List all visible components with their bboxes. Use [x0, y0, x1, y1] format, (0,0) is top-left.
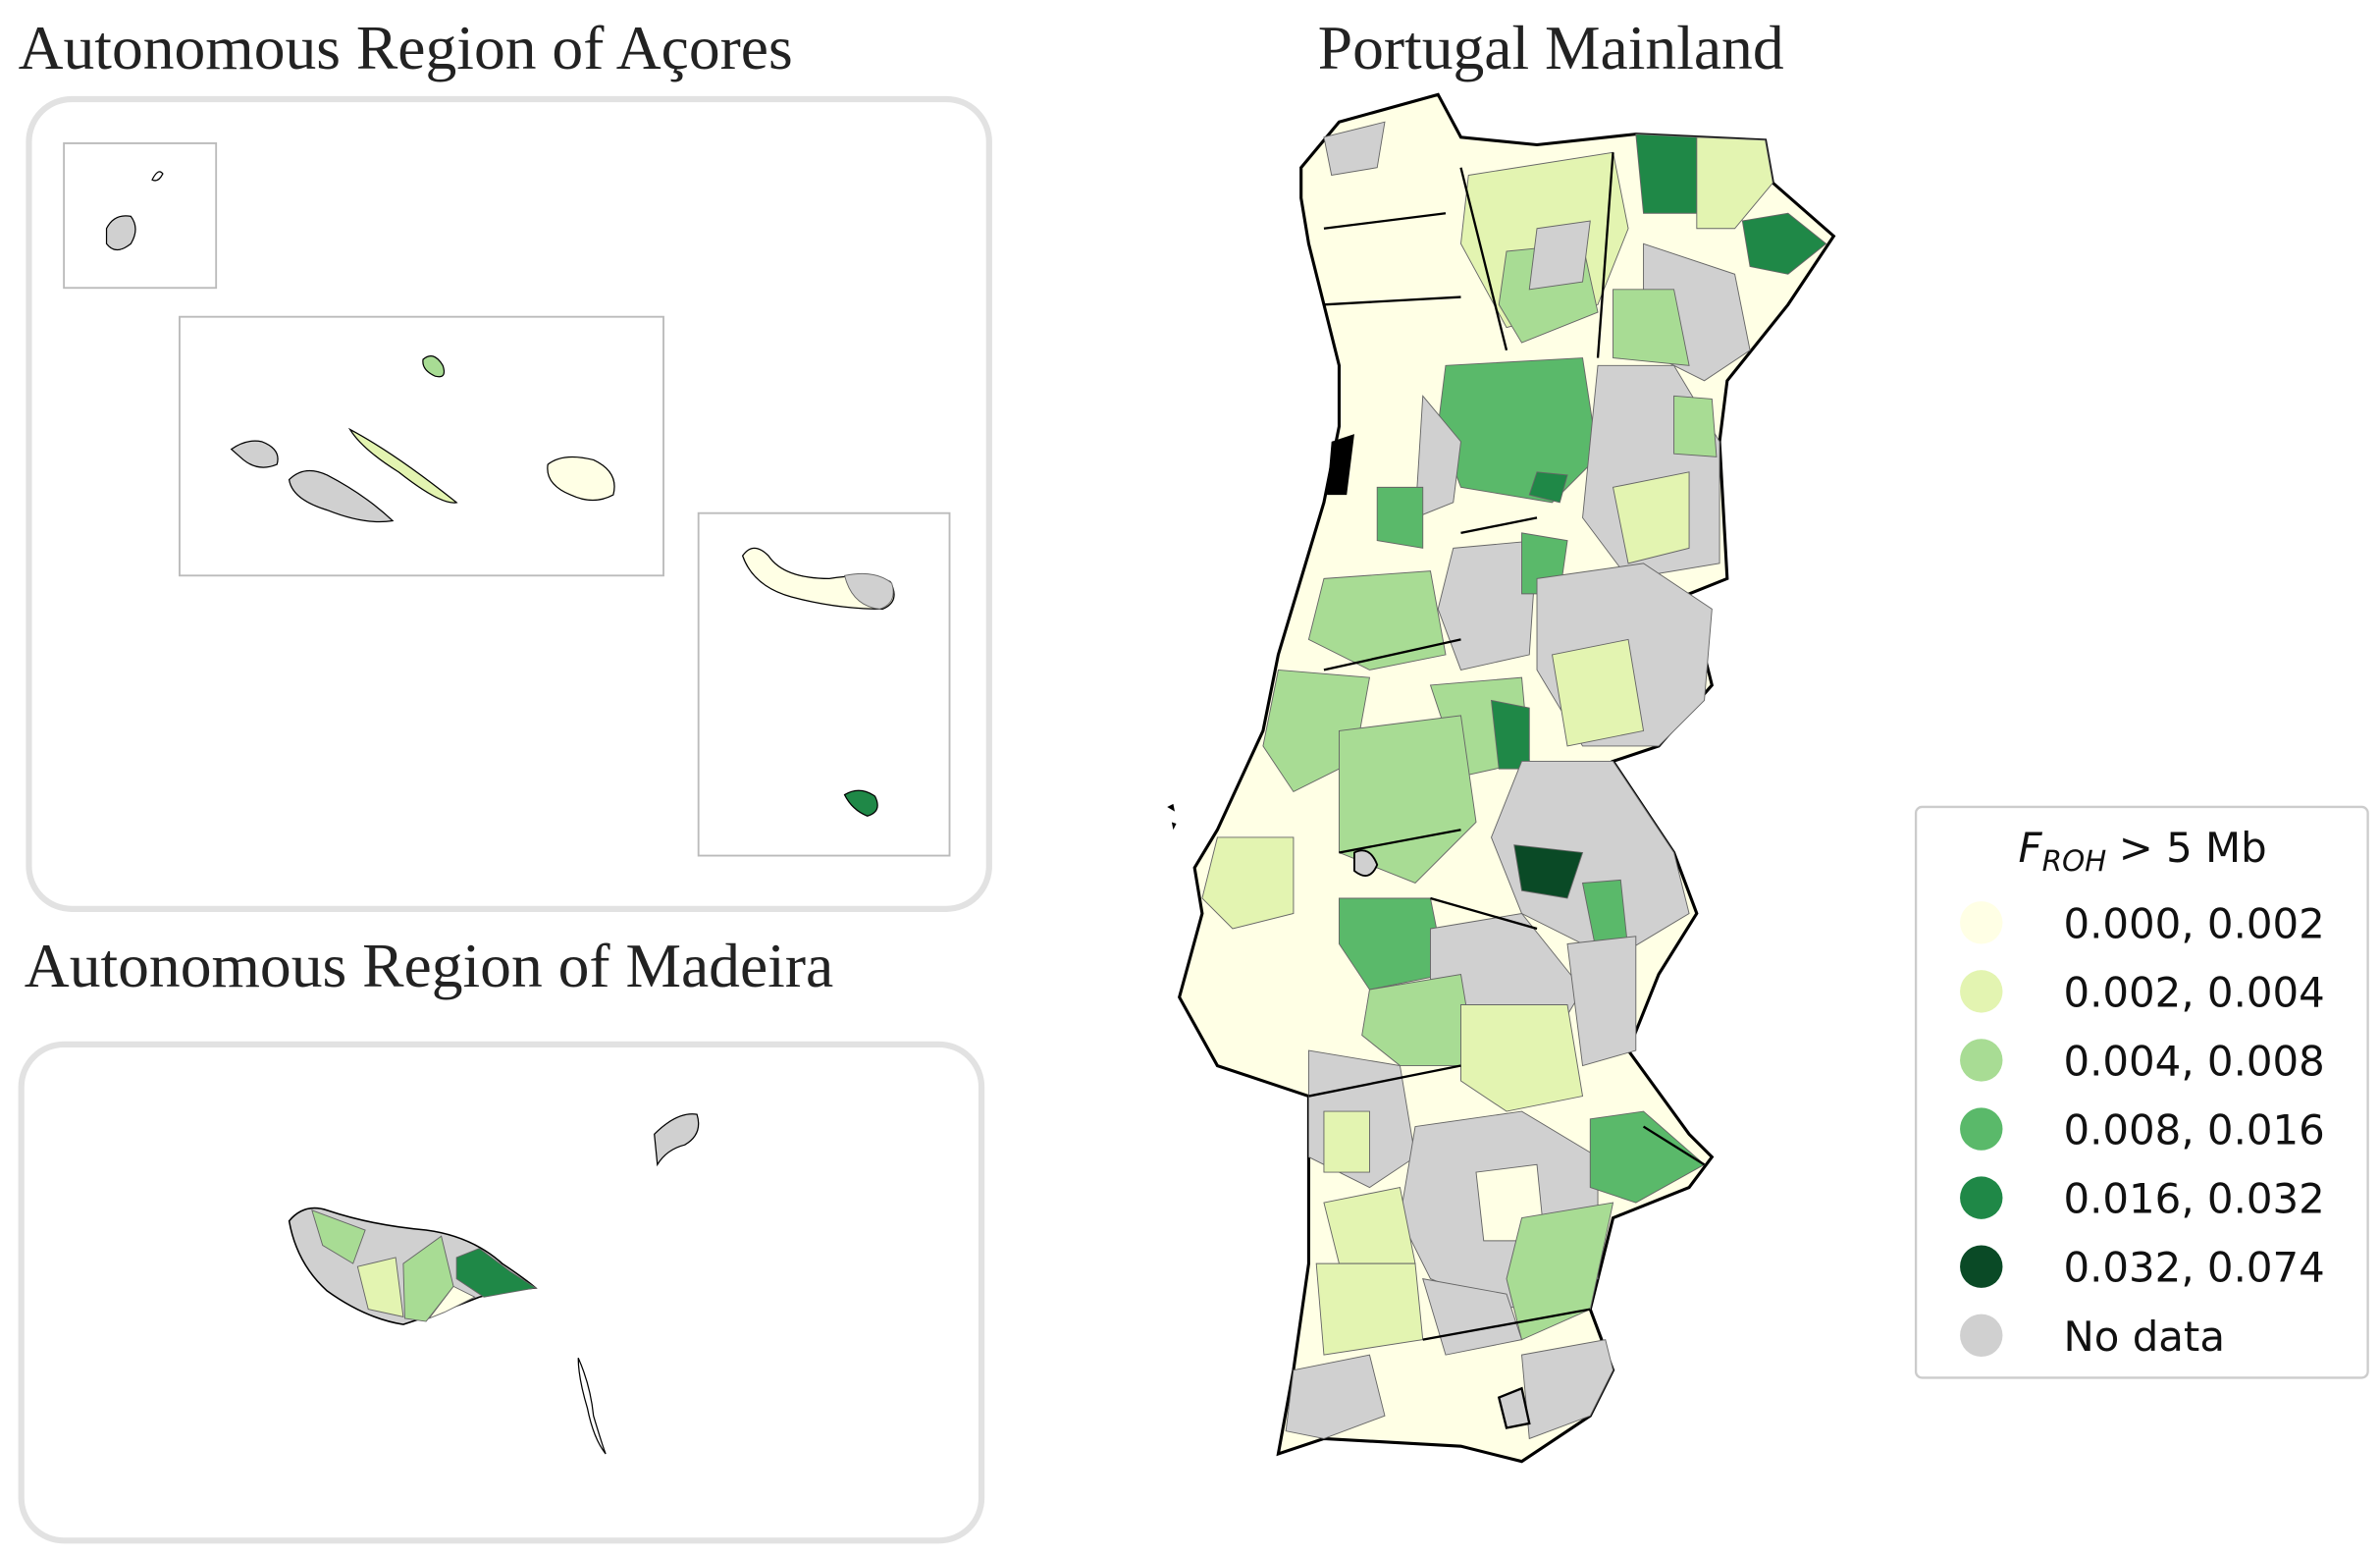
- legend-title: FROH > 5 Mb: [2018, 824, 2266, 878]
- legend-swatch: [1960, 1314, 2003, 1358]
- region: [1285, 1354, 1386, 1439]
- region: [1307, 570, 1447, 671]
- region: [1338, 715, 1477, 885]
- region: [1741, 212, 1827, 275]
- region: [1506, 1202, 1614, 1341]
- region: [1201, 836, 1295, 930]
- region: [1551, 638, 1645, 747]
- region: [1491, 760, 1690, 960]
- region: [1513, 844, 1584, 899]
- legend-swatch: [1960, 1245, 2003, 1288]
- region: [843, 572, 894, 610]
- islet: [1167, 803, 1177, 831]
- region: [1460, 1004, 1584, 1112]
- region: [1327, 434, 1354, 496]
- legend-label: 0.002, 0.004: [2063, 968, 2324, 1016]
- legend-swatch: [1960, 901, 2003, 944]
- region: [311, 1209, 366, 1264]
- island: [422, 355, 446, 378]
- inset-box: [697, 511, 951, 857]
- region: [1521, 1339, 1614, 1440]
- legend-label: 0.016, 0.032: [2063, 1175, 2324, 1223]
- region: [1613, 289, 1690, 366]
- madeira-panel: [18, 1041, 985, 1544]
- legend-label: 0.000, 0.002: [2063, 899, 2324, 947]
- region: [356, 1257, 404, 1317]
- island: [230, 440, 279, 468]
- island: [577, 1357, 607, 1455]
- legend-box: [1914, 805, 2369, 1379]
- legend-symbol: F: [2018, 824, 2042, 872]
- region: [1528, 471, 1568, 504]
- inset-box: [63, 142, 218, 290]
- legend-swatch: [1960, 970, 2003, 1013]
- region: [1673, 395, 1718, 457]
- region: [1414, 395, 1461, 519]
- island: [654, 1113, 700, 1167]
- region: [1497, 1386, 1531, 1429]
- district-border: [1308, 152, 1706, 1341]
- island: [151, 171, 164, 182]
- legend-label: 0.032, 0.074: [2063, 1244, 2324, 1292]
- legend-label: No data: [2063, 1313, 2225, 1361]
- region: [1635, 134, 1698, 214]
- region: [1353, 849, 1379, 877]
- legend-title-text: > 5 Mb: [2119, 824, 2267, 872]
- region: [1437, 357, 1599, 504]
- region: [1696, 136, 1773, 230]
- region: [1323, 121, 1386, 177]
- legend-swatch: [1960, 1107, 2003, 1151]
- region: [427, 1285, 476, 1319]
- island: [347, 427, 458, 504]
- legend-swatch: [1960, 1176, 2003, 1219]
- mainland-title: Portugal Mainland: [1318, 13, 1784, 82]
- region: [1528, 220, 1591, 291]
- madeira-title: Autonomous Region of Madeira: [25, 931, 833, 1000]
- island: [105, 215, 136, 251]
- region: [1376, 486, 1424, 549]
- legend-label: 0.004, 0.008: [2063, 1037, 2324, 1085]
- region: [455, 1248, 538, 1298]
- island: [843, 789, 878, 817]
- region: [1589, 1110, 1706, 1204]
- region: [1361, 973, 1477, 1067]
- legend-label: 0.008, 0.016: [2063, 1106, 2324, 1154]
- region: [1566, 936, 1637, 1067]
- inset-box: [179, 315, 664, 577]
- districts: [1167, 121, 1827, 1440]
- region: [1315, 1262, 1424, 1356]
- island: [547, 456, 615, 502]
- legend-subscript: ROH: [2042, 844, 2107, 878]
- island: [288, 469, 395, 523]
- region: [1338, 897, 1447, 991]
- legend-items: 0.000, 0.002 0.002, 0.004 0.004, 0.008 0.00…: [1960, 899, 2325, 1361]
- region: [1323, 1110, 1370, 1173]
- legend-swatch: [1960, 1039, 2003, 1082]
- azores-title: Autonomous Region of Açores: [19, 13, 793, 82]
- azores-panel: [26, 95, 992, 912]
- region: [1612, 471, 1690, 564]
